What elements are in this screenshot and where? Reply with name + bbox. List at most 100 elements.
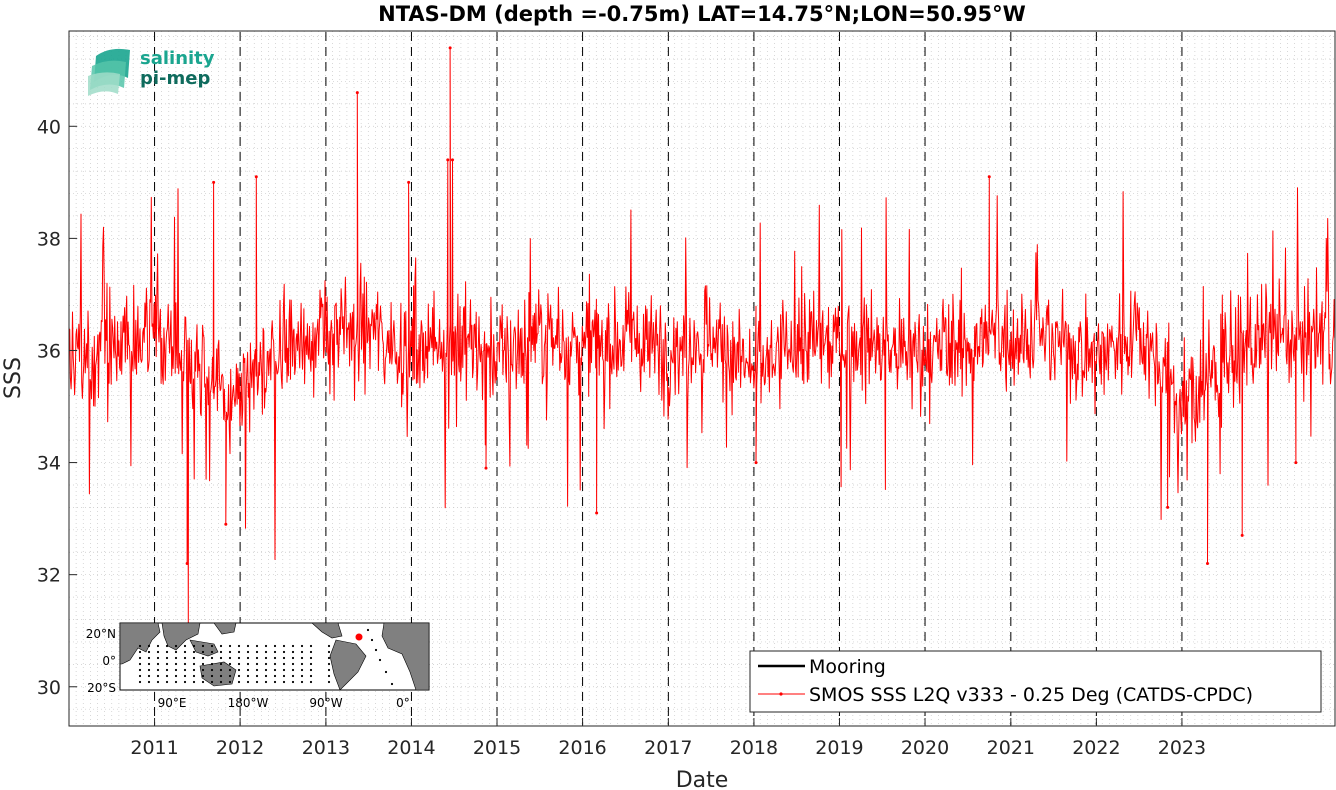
inset-buoy-dot <box>228 644 232 648</box>
inset-buoy-dot <box>165 662 169 666</box>
inset-buoy-dot <box>228 674 232 678</box>
inset-buoy-dot <box>374 648 378 652</box>
inset-buoy-dot <box>174 656 178 660</box>
inset-buoy-dot <box>264 650 268 654</box>
inset-buoy-dot <box>282 644 286 648</box>
series-smos-point <box>355 91 359 95</box>
inset-buoy-dot <box>273 662 277 666</box>
y-axis: 30 32 34 36 38 40 <box>37 116 77 699</box>
inset-lon-label-90e: 90°E <box>158 696 187 710</box>
inset-lat-label-0: 0° <box>102 654 116 668</box>
y-tick-label-38: 38 <box>37 228 61 250</box>
series-smos-point <box>446 158 450 162</box>
x-axis-label: Date <box>676 768 729 790</box>
legend: Mooring SMOS SSS L2Q v333 - 0.25 Deg (CA… <box>749 650 1322 713</box>
inset-buoy-dot <box>183 656 187 660</box>
x-tick-label-2023: 2023 <box>1158 737 1206 759</box>
inset-buoy-dot <box>210 674 214 678</box>
series-smos-point <box>1205 561 1209 565</box>
inset-buoy-dot <box>282 650 286 654</box>
inset-buoy-dot <box>300 644 304 648</box>
inset-buoy-dot <box>327 644 331 648</box>
series-smos-point <box>212 180 216 184</box>
inset-buoy-dot <box>246 644 250 648</box>
inset-buoy-dot <box>255 680 259 684</box>
inset-buoy-dot <box>147 656 151 660</box>
inset-buoy-dot <box>165 680 169 684</box>
inset-buoy-dot <box>273 650 277 654</box>
inset-buoy-dot <box>156 650 160 654</box>
series-smos-point <box>484 466 488 470</box>
x-tick-label-2015: 2015 <box>473 737 521 759</box>
series-smos-point <box>185 561 189 565</box>
inset-buoy-dot <box>327 668 331 672</box>
inset-buoy-dot <box>219 668 223 672</box>
plot-frame <box>68 30 1336 727</box>
y-tick-label-40: 40 <box>37 116 61 138</box>
x-axis: 2011 2012 2013 2014 2015 2016 2017 2018 2019 2020… <box>130 718 1206 759</box>
minor-grid <box>68 31 1335 726</box>
inset-buoy-dot <box>327 650 331 654</box>
inset-map-land <box>119 622 430 691</box>
inset-buoy-dot <box>282 668 286 672</box>
y-tick-label-30: 30 <box>37 677 61 699</box>
legend-box <box>749 650 1322 713</box>
inset-buoy-dot <box>273 674 277 678</box>
logo-text-line1: salinity <box>140 48 215 69</box>
x-tick-label-2012: 2012 <box>216 737 264 759</box>
inset-buoy-dot <box>309 656 313 660</box>
inset-buoy-dot <box>201 668 205 672</box>
inset-buoy-dot <box>156 680 160 684</box>
x-tick-label-2016: 2016 <box>558 737 606 759</box>
inset-buoy-dot <box>300 680 304 684</box>
inset-buoy-dot <box>192 668 196 672</box>
inset-buoy-dot <box>201 662 205 666</box>
inset-buoy-dot <box>165 674 169 678</box>
inset-buoy-dot <box>255 668 259 672</box>
inset-buoy-dot <box>228 680 232 684</box>
inset-buoy-dot <box>210 662 214 666</box>
inset-buoy-dot <box>183 662 187 666</box>
inset-buoy-dot <box>147 680 151 684</box>
inset-lat-label-20s: 20°S <box>87 681 116 695</box>
y-tick-label-36: 36 <box>37 340 61 362</box>
logo-text-line2: pi-mep <box>140 68 210 89</box>
y-axis-label: SSS <box>1 357 26 399</box>
x-tick-label-2019: 2019 <box>815 737 863 759</box>
inset-buoy-dot <box>264 668 268 672</box>
inset-buoy-dot <box>138 650 142 654</box>
inset-buoy-dot <box>300 668 304 672</box>
inset-lon-label-180w: 180°W <box>228 696 269 710</box>
inset-buoy-dot <box>210 650 214 654</box>
inset-buoy-dot <box>390 682 394 686</box>
inset-buoy-dot <box>165 668 169 672</box>
inset-buoy-dot <box>378 658 382 662</box>
inset-buoy-dot <box>282 674 286 678</box>
inset-buoy-dot <box>138 680 142 684</box>
legend-label-smos: SMOS SSS L2Q v333 - 0.25 Deg (CATDS-CPDC… <box>809 684 1253 706</box>
inset-buoy-dot <box>291 674 295 678</box>
inset-buoy-dot <box>366 628 370 632</box>
inset-buoy-dot <box>300 650 304 654</box>
inset-buoy-dot <box>138 656 142 660</box>
inset-buoy-dot <box>228 656 232 660</box>
series-smos-point <box>254 175 258 179</box>
inset-buoy-dot <box>156 644 160 648</box>
inset-buoy-dot <box>210 680 214 684</box>
inset-buoy-dot <box>309 668 313 672</box>
inset-buoy-dot <box>309 644 313 648</box>
inset-buoy-dot <box>246 662 250 666</box>
inset-buoy-dot <box>255 644 259 648</box>
inset-buoy-dot <box>165 644 169 648</box>
inset-buoy-dot <box>246 680 250 684</box>
inset-buoy-dot <box>327 674 331 678</box>
series-smos-point <box>1166 505 1170 509</box>
inset-buoy-dot <box>291 680 295 684</box>
inset-buoy-dot <box>147 668 151 672</box>
inset-buoy-dot <box>201 674 205 678</box>
inset-buoy-dot <box>237 674 241 678</box>
x-tick-label-2011: 2011 <box>130 737 178 759</box>
inset-buoy-dot <box>327 656 331 660</box>
inset-buoy-dot <box>147 674 151 678</box>
inset-map-buoys <box>138 628 394 686</box>
